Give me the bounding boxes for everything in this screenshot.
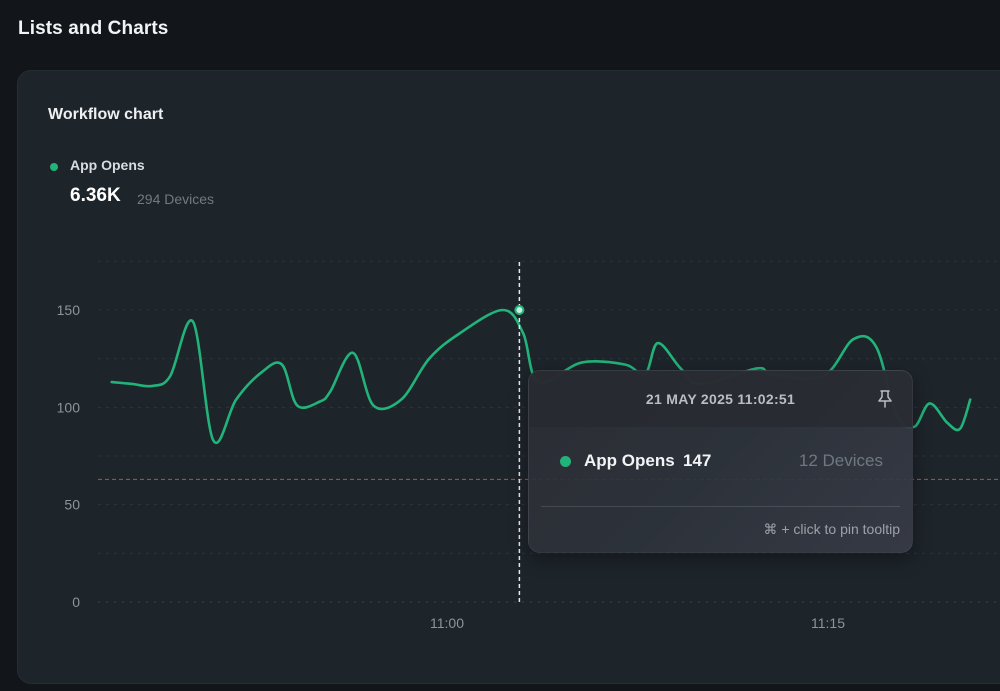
page-title: Lists and Charts [18,18,169,39]
card-title: Workflow chart [48,106,164,123]
y-tick-label: 0 [72,594,80,610]
legend-dot-icon [50,163,58,171]
legend-total-value: 6.36K [70,185,121,206]
y-tick-label: 50 [64,497,80,513]
x-tick-label: 11:00 [430,615,464,631]
y-tick-label: 100 [57,399,81,415]
legend-devices-count: 294 Devices [137,191,215,207]
chart-tooltip: 21 MAY 2025 11:02:51 App Opens 147 12 De… [528,370,913,553]
tooltip-series-name: App Opens [584,451,675,470]
tooltip-devices-count: 12 Devices [798,451,883,470]
tooltip-divider [541,506,900,507]
tooltip-pin-hint: ⌘ + click to pin tooltip [763,521,900,537]
x-tick-label: 11:15 [811,615,845,631]
y-tick-label: 150 [57,302,81,318]
tooltip-series-value: 147 [683,451,712,470]
tooltip-series-dot-icon [560,456,571,467]
pin-icon[interactable] [876,389,894,409]
crosshair [514,262,525,602]
tooltip-header: 21 MAY 2025 11:02:51 [529,371,912,427]
tooltip-timestamp: 21 MAY 2025 11:02:51 [645,391,796,407]
x-axis: 11:00 11:15 [430,615,845,631]
y-axis: 0 50 100 150 [57,302,81,610]
hover-point-marker [514,305,525,315]
legend-series-label: App Opens [70,157,145,173]
